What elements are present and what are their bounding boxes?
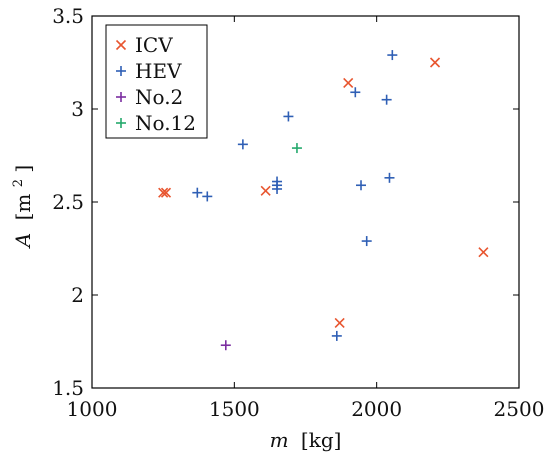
tick-labels: 1000 1500 2000 2500 1.5 2 2.5 3 3.5 [52,4,544,421]
point-icv-6-stroke-b [478,247,489,258]
y-axis-label: A [m 2 ] [3,165,35,249]
point-hev-12 [384,172,395,183]
series-no-12 [291,143,302,154]
point-hev-11 [381,94,392,105]
y-axis-unit-close: ] [11,165,35,173]
legend-marker-no-2 [116,92,126,102]
y-axis-variable: A [11,233,35,249]
legend-item-hev: HEV [116,59,182,83]
point-icv-2 [260,185,271,196]
point-no-2-0 [220,340,231,351]
point-icv-0-stroke-b [158,187,169,198]
y-tick-label-3: 3 [71,97,84,121]
x-tick-label-2500: 2500 [494,397,545,421]
series-hev [192,50,398,341]
legend-marker-icv [115,39,127,51]
legend-item-icv: ICV [115,33,173,57]
data-points [158,50,489,351]
point-icv-6 [478,247,489,258]
x-tick-label-2000: 2000 [351,397,402,421]
point-hev-2 [237,139,248,150]
y-tick-label-3.5: 3.5 [52,4,84,28]
point-icv-0 [158,187,169,198]
y-tick-label-2.5: 2.5 [52,190,84,214]
x-axis-label: m [kg] [270,428,342,452]
point-hev-6 [283,111,294,122]
point-icv-1-stroke-b [160,187,172,198]
point-hev-10 [361,236,372,247]
point-icv-5-stroke-b [429,57,441,68]
legend-marker-hev [116,66,126,76]
point-hev-0 [192,187,203,198]
legend-label-hev: HEV [135,59,182,83]
legend-item-no-12: No.12 [116,111,196,135]
point-no-12-0 [291,143,302,154]
point-hev-13 [387,50,398,61]
series-no-2 [220,340,231,351]
legend-label-no-2: No.2 [135,85,183,109]
legend-label-icv: ICV [135,33,173,57]
point-icv-5 [429,57,441,68]
point-hev-1 [202,191,213,202]
point-icv-2-stroke-b [260,185,271,196]
point-hev-8 [350,87,361,98]
point-icv-3 [334,317,345,328]
point-icv-3-stroke-b [334,317,345,328]
point-hev-5 [272,176,283,187]
legend-item-no-2: No.2 [116,85,183,109]
y-axis-unit-superscript: 2 [11,179,26,187]
point-hev-9 [356,180,367,191]
x-tick-label-1000: 1000 [67,397,118,421]
point-icv-1 [160,187,172,198]
point-hev-7 [331,330,342,341]
legend-marker-no-12 [116,118,126,128]
y-axis-unit: [m [11,194,35,221]
series-icv [158,57,489,328]
x-axis-variable: m [270,428,289,452]
x-axis-unit: [kg] [301,428,342,452]
y-tick-label-2: 2 [71,283,84,307]
y-tick-label-1.5: 1.5 [52,376,84,400]
point-icv-4-stroke-b [343,77,354,89]
legend-label-no-12: No.12 [135,111,196,135]
point-icv-4 [343,77,354,89]
legend-marker-icv-stroke-b [115,39,127,51]
axis-ticks [91,15,520,389]
x-tick-label-1500: 1500 [209,397,260,421]
